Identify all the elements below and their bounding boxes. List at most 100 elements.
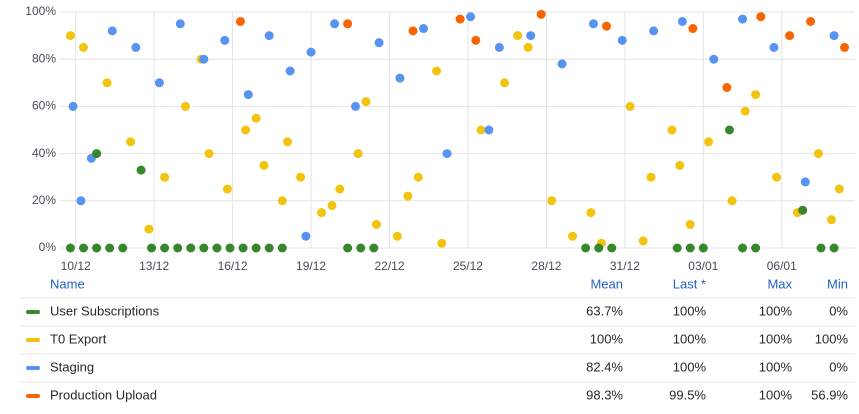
data-point <box>306 47 316 57</box>
data-point <box>638 236 648 246</box>
data-point <box>79 243 89 253</box>
data-point <box>243 90 253 100</box>
data-point <box>455 14 465 24</box>
data-point <box>204 149 214 159</box>
data-point <box>526 31 536 41</box>
data-point <box>147 243 157 253</box>
y-tick-label: 100% <box>25 4 56 18</box>
data-point <box>301 231 311 241</box>
legend-swatch <box>26 394 40 398</box>
data-point <box>356 243 366 253</box>
data-point <box>688 24 698 34</box>
data-point <box>513 31 523 41</box>
data-point <box>568 231 578 241</box>
data-point <box>816 243 826 253</box>
stat-cell: 100% <box>759 331 793 346</box>
data-point <box>484 125 494 135</box>
data-point <box>186 243 196 253</box>
data-point <box>285 66 295 76</box>
data-point <box>685 219 695 229</box>
stat-cell: 0% <box>829 359 848 374</box>
data-point <box>432 66 442 76</box>
data-point <box>199 54 209 64</box>
data-point <box>264 243 274 253</box>
data-point <box>646 172 656 182</box>
data-point <box>523 42 533 52</box>
x-tick-label: 31/12 <box>610 259 640 273</box>
data-point <box>724 125 734 135</box>
data-point <box>251 243 261 253</box>
data-point <box>500 78 510 88</box>
data-point <box>442 149 452 159</box>
y-tick-label: 40% <box>32 146 56 160</box>
data-point <box>181 101 191 111</box>
data-point <box>283 137 293 147</box>
series-name: Production Upload <box>50 387 157 402</box>
series-name: User Subscriptions <box>50 303 160 318</box>
data-point <box>727 196 737 206</box>
stat-cell: 100% <box>759 303 793 318</box>
data-point <box>251 113 261 123</box>
legend-swatch <box>26 366 40 370</box>
column-header: Min <box>827 276 848 291</box>
data-point <box>107 26 117 36</box>
data-point <box>92 149 102 159</box>
data-point <box>800 177 810 187</box>
x-tick-label: 19/12 <box>296 259 326 273</box>
y-tick-label: 0% <box>39 240 57 254</box>
data-point <box>353 149 363 159</box>
data-point <box>785 31 795 41</box>
data-point <box>105 243 115 253</box>
data-point <box>222 184 232 194</box>
series-name: T0 Export <box>50 331 107 346</box>
data-point <box>437 238 447 248</box>
series-name: Staging <box>50 359 94 374</box>
data-point <box>798 205 808 215</box>
data-point <box>769 42 779 52</box>
data-point <box>403 191 413 201</box>
data-point <box>617 35 627 45</box>
data-point <box>494 42 504 52</box>
data-point <box>76 196 86 206</box>
data-point <box>241 125 251 135</box>
data-point <box>220 35 230 45</box>
x-tick-label: 03/01 <box>688 259 718 273</box>
data-point <box>672 243 682 253</box>
data-point <box>722 83 732 93</box>
x-tick-label: 10/12 <box>61 259 91 273</box>
x-tick-label: 16/12 <box>218 259 248 273</box>
data-point <box>588 19 598 29</box>
data-point <box>144 224 154 234</box>
data-point <box>277 196 287 206</box>
data-point <box>806 16 816 26</box>
data-point <box>557 59 567 69</box>
data-point <box>536 9 546 19</box>
stat-cell: 100% <box>759 387 793 402</box>
data-point <box>79 42 89 52</box>
data-point <box>829 243 839 253</box>
data-point <box>65 31 75 41</box>
data-point <box>586 208 596 218</box>
data-point <box>327 201 337 211</box>
data-point <box>330 19 340 29</box>
data-point <box>238 243 248 253</box>
column-header: Mean <box>590 276 623 291</box>
data-point <box>751 90 761 100</box>
data-point <box>102 78 112 88</box>
stat-cell: 99.5% <box>669 387 706 402</box>
data-point <box>826 215 836 225</box>
x-tick-label: 25/12 <box>453 259 483 273</box>
data-point <box>476 125 486 135</box>
data-point <box>369 243 379 253</box>
data-point <box>160 243 170 253</box>
y-tick-label: 20% <box>32 193 56 207</box>
stat-cell: 100% <box>759 359 793 374</box>
x-tick-label: 06/01 <box>767 259 797 273</box>
data-point <box>343 19 353 29</box>
data-point <box>685 243 695 253</box>
data-point <box>704 137 714 147</box>
data-point <box>212 243 222 253</box>
data-point <box>173 243 183 253</box>
data-point <box>829 31 839 41</box>
